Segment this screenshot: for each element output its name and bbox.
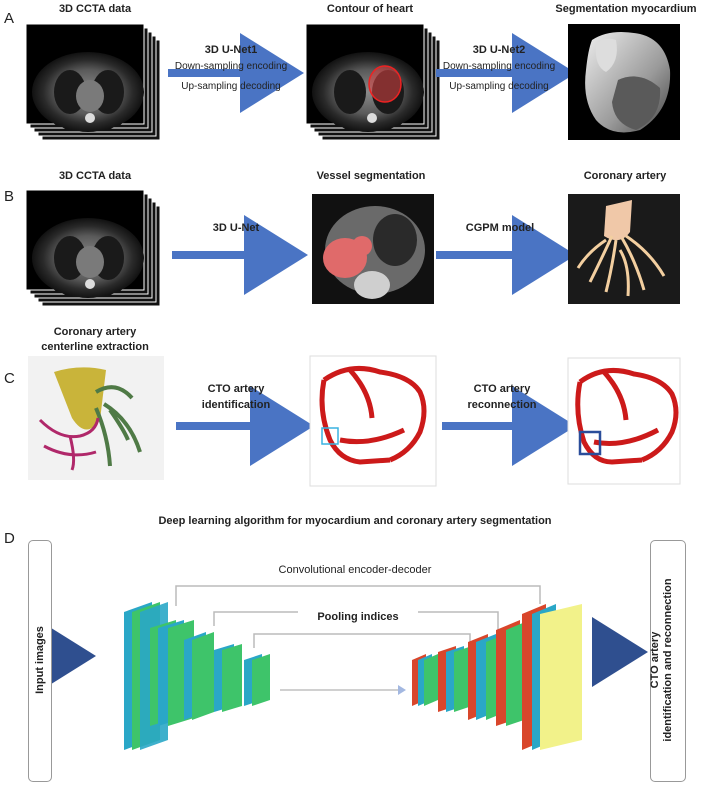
c-step2-line1: CTO artery [473, 383, 531, 395]
encoder-decoder-label: Convolutional encoder-decoder [240, 564, 470, 576]
panel-letter-d: D [4, 530, 15, 547]
cto-output-label: CTO artery identification and reconnecti… [649, 565, 675, 755]
b-output-caption: Coronary artery [583, 170, 667, 182]
centerline-image [28, 356, 164, 480]
ct-stack-a1 [25, 23, 161, 141]
cto-output-box: CTO artery identification and reconnecti… [649, 540, 686, 782]
c-step1-line2: identification [201, 399, 271, 411]
c-step1-line1: CTO artery [207, 383, 265, 395]
a-output-caption: Segmentation myocardium [555, 3, 697, 15]
myocardium-image [568, 24, 680, 140]
input-images-label: Input images [34, 626, 46, 694]
ct-stack-b1 [25, 189, 161, 307]
vessel-segmentation-image [312, 194, 434, 304]
a-input-caption: 3D CCTA data [58, 3, 132, 15]
a-step2-line1: Down-sampling encoding [442, 61, 556, 72]
panel-letter-b: B [4, 188, 15, 205]
decoder-layers [412, 604, 582, 750]
pooling-indices-label: Pooling indices [298, 611, 418, 623]
input-images-box: Input images [28, 540, 52, 782]
cto-reconnection-image [567, 357, 681, 485]
cto-identification-image [309, 355, 437, 487]
a-step1-title: 3D U-Net1 [204, 44, 258, 56]
a-step2-title: 3D U-Net2 [472, 44, 526, 56]
panel-letter-a: A [4, 10, 15, 27]
b-input-caption: 3D CCTA data [58, 170, 132, 182]
d-title: Deep learning algorithm for myocardium a… [158, 515, 552, 527]
c-input-caption-line2: centerline extraction [41, 341, 149, 353]
panel-letter-c: C [4, 370, 15, 387]
a-middle-caption: Contour of heart [326, 3, 414, 15]
c-input-caption-line1: Coronary artery [53, 326, 137, 338]
encoder-layers [124, 602, 270, 750]
c-step2-line2: reconnection [467, 399, 537, 411]
cto-output-line1: CTO artery [649, 631, 661, 689]
b-step2-title: CGPM model [465, 222, 535, 234]
coronary-artery-image [568, 194, 680, 304]
a-step1-line2: Up-sampling decoding [181, 81, 281, 92]
b-step1-title: 3D U-Net [212, 222, 260, 234]
b-middle-caption: Vessel segmentation [316, 170, 426, 182]
cto-output-line2: identification and reconnection [662, 578, 674, 742]
ct-stack-a2 [305, 23, 441, 141]
a-step1-line1: Down-sampling encoding [174, 61, 288, 72]
a-step2-line2: Up-sampling decoding [449, 81, 549, 92]
